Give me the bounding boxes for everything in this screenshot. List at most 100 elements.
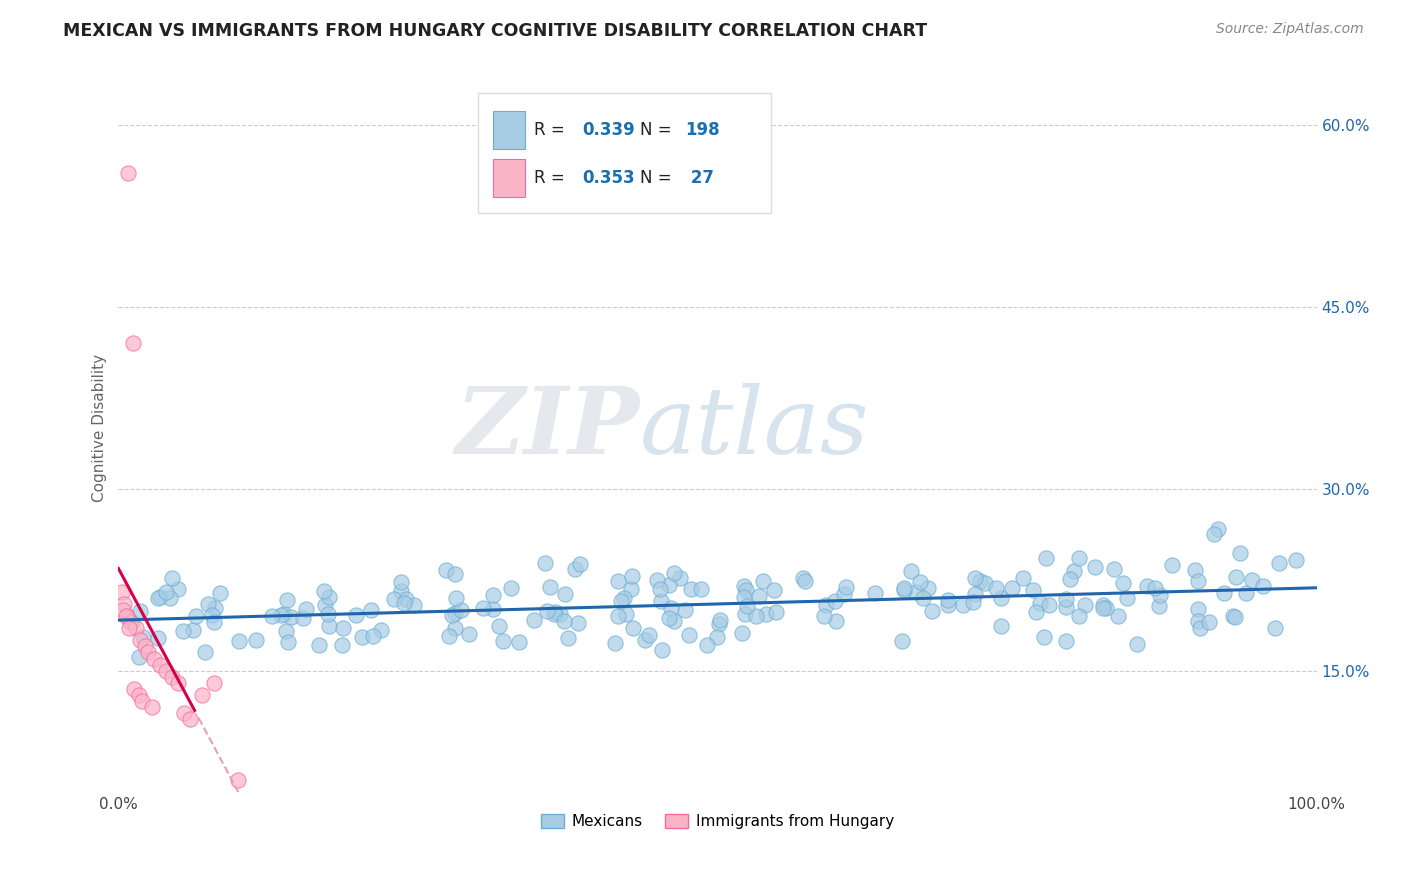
Point	[1285, 553, 1308, 567]
Point	[824, 615, 846, 629]
Point	[696, 638, 718, 652]
Point	[832, 587, 855, 601]
Point	[689, 582, 711, 596]
Point	[1033, 630, 1056, 644]
Point	[523, 613, 546, 627]
Point	[606, 609, 628, 624]
Point	[312, 584, 335, 599]
Point	[673, 603, 696, 617]
Point	[444, 606, 467, 620]
Point	[1267, 557, 1289, 571]
Text: Source: ZipAtlas.com: Source: ZipAtlas.com	[1216, 22, 1364, 37]
Point	[332, 621, 354, 635]
Point	[1241, 573, 1264, 587]
Point	[245, 633, 267, 648]
Text: N =: N =	[640, 120, 676, 138]
Point	[707, 617, 730, 632]
Point	[963, 571, 986, 585]
Point	[1212, 586, 1234, 600]
Point	[658, 611, 681, 625]
Point	[645, 574, 668, 588]
Point	[536, 604, 558, 618]
Point	[1136, 579, 1159, 593]
Text: 0.353: 0.353	[582, 169, 634, 186]
Point	[1188, 621, 1211, 635]
Point	[567, 615, 589, 630]
Point	[129, 604, 152, 618]
Point	[548, 607, 571, 621]
Point	[1063, 564, 1085, 578]
Point	[900, 564, 922, 578]
Point	[155, 664, 177, 678]
Point	[1084, 560, 1107, 574]
Point	[274, 624, 297, 638]
Point	[1187, 602, 1209, 616]
Point	[553, 614, 575, 628]
Point	[441, 608, 464, 623]
Point	[1161, 558, 1184, 572]
Point	[1234, 586, 1257, 600]
Point	[1208, 522, 1230, 536]
Point	[492, 633, 515, 648]
Text: MEXICAN VS IMMIGRANTS FROM HUNGARY COGNITIVE DISABILITY CORRELATION CHART: MEXICAN VS IMMIGRANTS FROM HUNGARY COGNI…	[63, 22, 928, 40]
Point	[112, 603, 135, 617]
Point	[1054, 591, 1077, 606]
Point	[1229, 546, 1251, 560]
Point	[122, 681, 145, 696]
Point	[1264, 622, 1286, 636]
Point	[735, 583, 758, 598]
Point	[228, 633, 250, 648]
Point	[634, 632, 657, 647]
Point	[204, 600, 226, 615]
Point	[755, 607, 778, 621]
Point	[226, 772, 249, 787]
Point	[865, 586, 887, 600]
Point	[160, 571, 183, 585]
Point	[613, 591, 636, 605]
Point	[538, 580, 561, 594]
Point	[277, 635, 299, 649]
Point	[132, 631, 155, 645]
Text: 27: 27	[685, 169, 714, 186]
Point	[568, 557, 591, 571]
Point	[292, 611, 315, 625]
Point	[908, 574, 931, 589]
Point	[990, 619, 1012, 633]
Point	[172, 624, 194, 638]
FancyBboxPatch shape	[494, 112, 524, 149]
Point	[1035, 551, 1057, 566]
Point	[191, 688, 214, 702]
Point	[1029, 596, 1052, 610]
Point	[1222, 609, 1244, 624]
Point	[659, 601, 682, 615]
Point	[648, 582, 671, 596]
Point	[444, 567, 467, 582]
Point	[765, 605, 787, 619]
Text: ZIP: ZIP	[456, 383, 640, 473]
Point	[352, 630, 374, 644]
Point	[751, 574, 773, 589]
Point	[651, 643, 673, 657]
Text: R =: R =	[534, 120, 571, 138]
Point	[1092, 598, 1115, 612]
FancyBboxPatch shape	[478, 93, 772, 213]
Point	[1198, 615, 1220, 630]
Point	[120, 615, 142, 629]
Point	[121, 615, 143, 630]
Point	[262, 609, 284, 624]
Text: atlas: atlas	[640, 383, 869, 473]
Point	[1000, 581, 1022, 595]
Point	[962, 595, 984, 609]
Text: N =: N =	[640, 169, 676, 186]
Point	[382, 591, 405, 606]
Point	[731, 625, 754, 640]
Point	[891, 634, 914, 648]
Point	[444, 591, 467, 605]
Point	[201, 608, 224, 623]
Point	[389, 574, 412, 589]
Point	[564, 561, 586, 575]
Point	[167, 582, 190, 597]
Point	[443, 621, 465, 635]
Point	[488, 619, 510, 633]
Point	[149, 657, 172, 672]
